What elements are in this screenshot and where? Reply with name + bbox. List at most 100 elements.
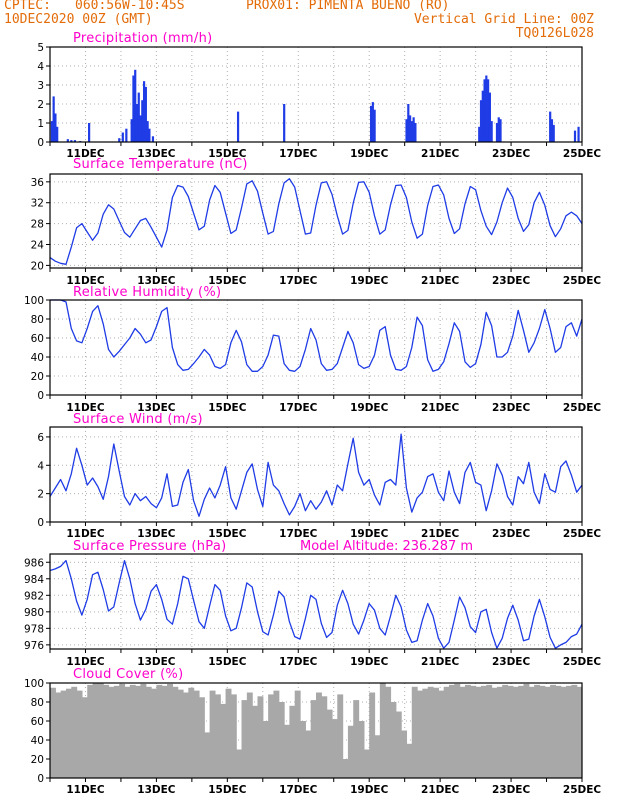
cloud-cover-bar: [60, 690, 67, 778]
cloud-cover-bar: [129, 684, 136, 778]
cloud-cover-bar: [124, 686, 131, 778]
cloud-cover-bar: [87, 684, 94, 778]
x-tick-label: 23DEC: [492, 402, 531, 414]
x-tick-label: 19DEC: [350, 275, 389, 287]
cloud-cover-bar: [491, 687, 498, 778]
cloud-cover-bar: [278, 702, 285, 778]
cloud-cover-bar: [512, 686, 519, 778]
cloud-cover-bar: [108, 686, 115, 778]
cloud-cover-bar: [300, 721, 306, 778]
y-tick-label: 5: [37, 42, 44, 54]
x-tick-label: 17DEC: [279, 275, 318, 287]
precip-bar: [410, 121, 413, 142]
cloud-cover-bar: [449, 684, 455, 778]
y-tick-label: 24: [31, 240, 45, 252]
x-tick-label: 17DEC: [279, 402, 318, 414]
rh-title: Relative Humidity (%): [73, 285, 221, 300]
precip-bar: [70, 140, 73, 142]
y-tick-label: 982: [24, 590, 44, 602]
header-grid-note: Vertical Grid Line: 00Z: [413, 12, 594, 27]
pressure-panel: 976 978 980 982 984 986 11DEC 13DEC 15DEC 17DEC 19…: [24, 539, 601, 668]
x-tick-label: 15DEC: [208, 402, 247, 414]
cloud-cover-bar: [316, 692, 322, 778]
cloud-cover-bar: [55, 692, 62, 778]
cloud-cover-bar: [220, 703, 227, 778]
precip-bar: [139, 115, 142, 142]
x-tick-label: 17DEC: [279, 528, 318, 540]
precip-bar: [373, 109, 376, 142]
cloud-cover-bar: [395, 711, 402, 778]
cloud-cover-bar: [363, 749, 370, 778]
cloud-cover-bar: [342, 759, 349, 778]
precip-bar: [141, 100, 144, 142]
cloud-cover-bar: [257, 696, 264, 778]
precip-bar: [73, 140, 77, 142]
cloud-cover-bar: [188, 687, 195, 778]
precip-bar: [479, 100, 483, 142]
precip-frame: [49, 46, 583, 143]
y-tick-label: 3: [37, 80, 44, 92]
precip-bar: [283, 104, 286, 142]
x-tick-label: 11DEC: [66, 148, 105, 160]
precip-title: Precipitation (mm/h): [73, 31, 212, 46]
cloud-cover-bar: [140, 683, 147, 778]
cloud-cover-bar: [151, 688, 157, 778]
cloud-bars: [50, 683, 582, 778]
cloud-cover-bar: [454, 683, 461, 778]
precip-bar: [50, 121, 53, 142]
x-tick-label: 23DEC: [492, 148, 531, 160]
cloud-cover-bar: [379, 683, 386, 778]
x-tick-label: 19DEC: [350, 784, 389, 796]
y-tick-label: 976: [24, 640, 44, 652]
cloud-cover-bar: [411, 686, 418, 778]
precip-grid: [50, 47, 582, 142]
y-tick-label: 1: [37, 118, 44, 130]
cloud-cover-bar: [374, 735, 381, 778]
x-tick-label: 21DEC: [421, 402, 460, 414]
cloud-cover-bar: [576, 686, 582, 778]
precip-bar: [414, 123, 417, 142]
cloud-cover-bar: [50, 687, 56, 778]
precip-bar: [54, 113, 57, 142]
cloud-cover-bar: [358, 721, 365, 778]
x-tick-label: 25DEC: [563, 402, 602, 414]
x-tick-label: 23DEC: [492, 784, 531, 796]
y-tick-label: 20: [31, 754, 44, 766]
y-tick-label: 20: [31, 371, 44, 383]
x-tick-label: 19DEC: [350, 528, 389, 540]
pressure-title: Surface Pressure (hPa): [73, 539, 227, 554]
x-tick-label: 13DEC: [137, 656, 176, 668]
y-tick-label: 984: [24, 574, 44, 586]
cloud-cover-bar: [172, 686, 179, 778]
x-tick-label: 15DEC: [208, 784, 247, 796]
cloud-cover-bar: [310, 700, 317, 778]
x-tick-label: 11DEC: [66, 402, 105, 414]
x-tick-label: 19DEC: [350, 402, 389, 414]
precip-bar: [66, 139, 69, 142]
cloud-cover-bar: [470, 685, 477, 778]
cloud-cover-bar: [161, 685, 168, 778]
precip-bar: [481, 90, 484, 142]
cloud-cover-bar: [539, 685, 546, 778]
x-tick-label: 21DEC: [421, 148, 460, 160]
wind-grid: [50, 427, 582, 522]
cloud-cover-bar: [177, 689, 184, 778]
y-tick-label: 2: [37, 99, 44, 111]
y-tick-label: 40: [31, 735, 44, 747]
x-tick-label: 11DEC: [66, 275, 105, 287]
cloud-cover-bar: [571, 684, 578, 778]
precip-bar: [550, 119, 554, 142]
cloud-cover-bar: [246, 692, 253, 778]
precip-bar: [125, 128, 128, 142]
precip-bar: [490, 121, 493, 142]
precip-bar: [137, 92, 140, 142]
precip-bar: [478, 126, 481, 142]
cloud-cover-bar: [464, 684, 471, 778]
y-tick-label: 0: [37, 137, 44, 149]
precip-bar: [118, 138, 121, 142]
y-tick-label: 2: [37, 489, 44, 501]
cloud-cover-bar: [119, 683, 126, 778]
y-tick-label: 4: [37, 460, 44, 472]
wind-panel: 0 2 4 6 11DEC 13DEC 15DEC 17DEC 19DEC 21DEC 23DEC 2…: [37, 412, 601, 540]
rh-grid: [50, 300, 582, 395]
